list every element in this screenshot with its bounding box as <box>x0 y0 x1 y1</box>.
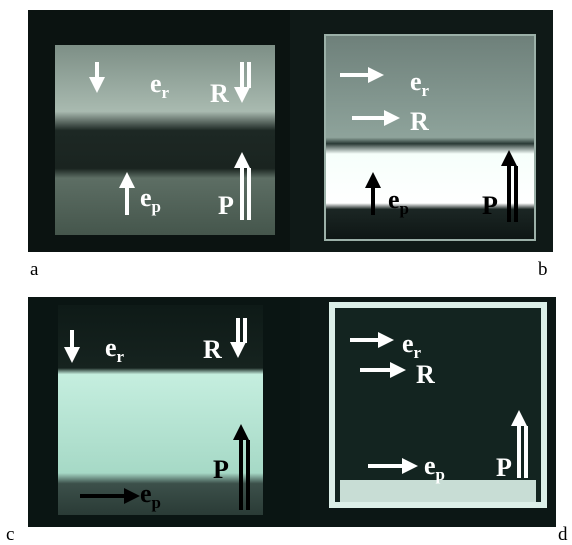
panel-letter: a <box>30 259 39 280</box>
label-base: e <box>388 185 400 214</box>
label-sub: r <box>422 81 430 100</box>
label-P: P <box>213 455 229 484</box>
label-sub: r <box>117 347 125 366</box>
figure: er R ep P a er R ep P b er R ep P c er R… <box>0 0 572 545</box>
panel-letter: b <box>538 259 548 280</box>
label-base: e <box>424 451 436 480</box>
label-P: P <box>482 191 498 220</box>
photo-top <box>28 10 553 252</box>
label-P: P <box>496 453 512 482</box>
label-base: e <box>140 479 152 508</box>
label-R: R <box>410 107 429 136</box>
label-P: P <box>218 191 234 220</box>
label-sub: p <box>152 197 161 216</box>
panel-letter: c <box>6 524 14 545</box>
panel-letter: d <box>558 524 568 545</box>
label-R: R <box>210 79 229 108</box>
photo-bottom <box>28 297 556 527</box>
label-sub: r <box>162 83 170 102</box>
label-sub: p <box>436 465 445 484</box>
label-base: e <box>402 329 414 358</box>
label-R: R <box>203 335 222 364</box>
label-sub: p <box>400 199 409 218</box>
label-base: e <box>140 183 152 212</box>
label-base: e <box>150 69 162 98</box>
label-base: e <box>105 333 117 362</box>
label-R: R <box>416 360 435 389</box>
label-sub: p <box>152 493 161 512</box>
label-base: e <box>410 67 422 96</box>
